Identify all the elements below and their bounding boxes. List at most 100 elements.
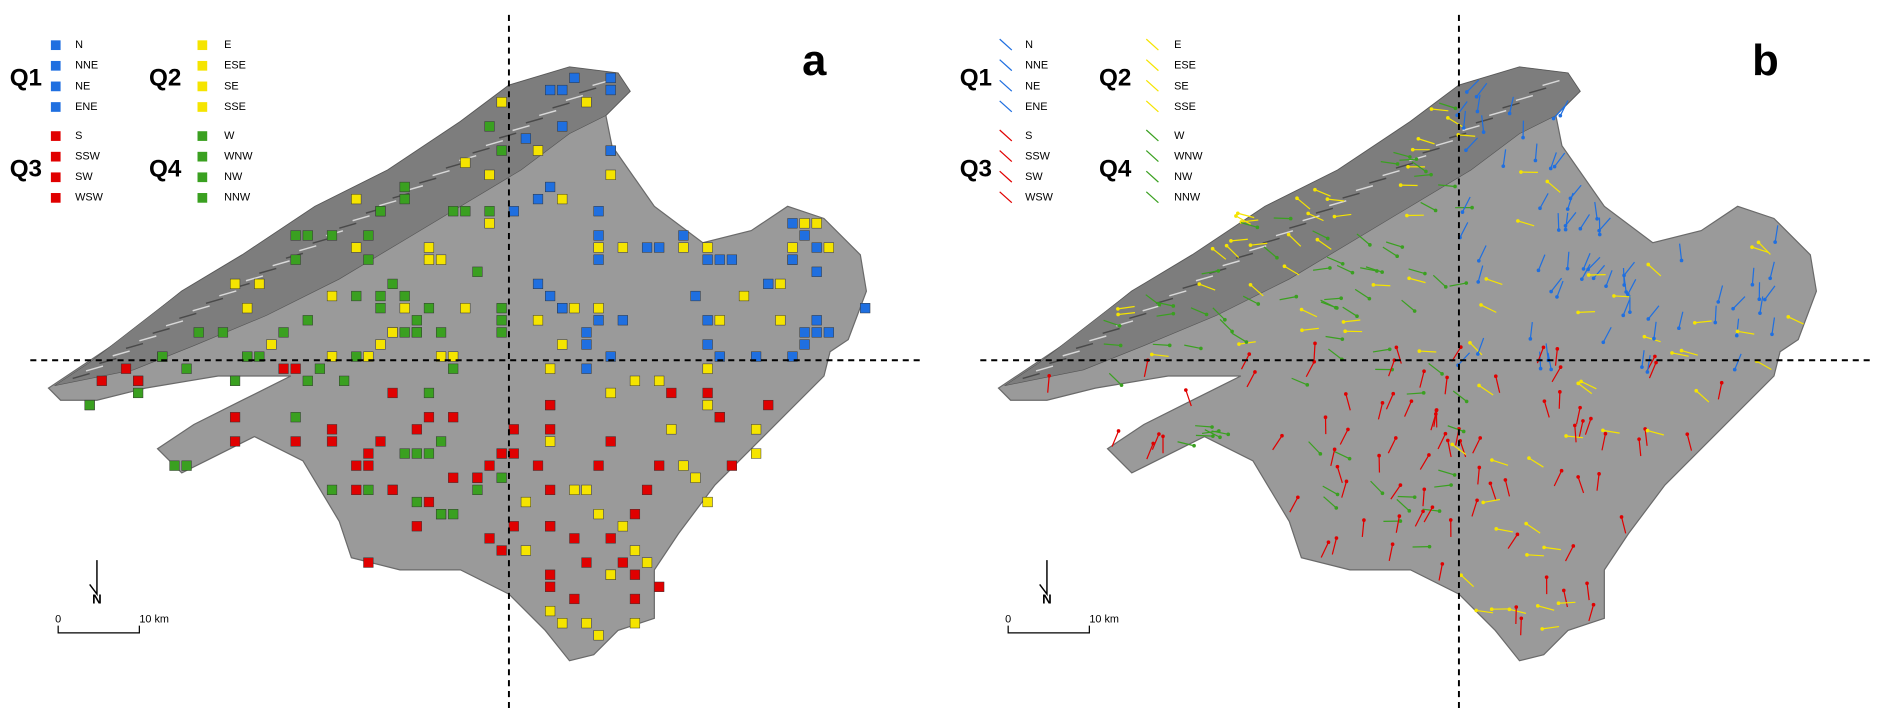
site-marker [399,193,410,205]
site-marker [435,351,447,362]
site-arrow-head [1677,326,1681,331]
site-arrow-head [1460,210,1465,214]
site-arrow-head [1544,575,1549,579]
site-marker [435,509,447,520]
site-marker [557,84,568,96]
site-arrow-head [1713,320,1718,325]
site-arrow [1341,481,1348,498]
legend-arrow [999,191,1013,204]
site-marker [496,97,507,108]
site-arrow [1151,433,1160,450]
site-arrow-head [1315,237,1320,242]
legend-marker [197,81,208,92]
site-arrow [1543,400,1550,418]
legend-group-label: Q3 [10,155,42,182]
site-marker [326,230,338,241]
site-marker [654,460,665,471]
site-arrow [1231,332,1247,343]
site-arrow [1414,174,1432,177]
site-arrow [1331,537,1338,555]
site-marker [229,375,241,386]
site-arrow-head [1443,431,1448,436]
site-arrow-head [1224,243,1229,248]
site-marker [593,254,604,265]
site-arrow-head [1468,340,1472,345]
legend-arrow [999,170,1013,183]
site-arrow [1477,265,1484,283]
site-arrow-head [1465,90,1469,94]
site-marker [532,278,544,289]
site-arrow-head [1340,337,1345,341]
legend-item-label: SSW [1025,151,1051,163]
site-marker [290,412,301,423]
north-label: N [1042,592,1052,607]
site-arrow-head [1597,472,1601,476]
site-arrow [1428,362,1443,375]
site-arrow-head [1763,297,1767,302]
site-arrow [1240,222,1258,228]
site-arrow-head [1237,342,1241,346]
site-marker [375,290,386,302]
site-arrow [1423,506,1433,523]
site-arrow-head [1619,515,1624,519]
site-arrow [1584,418,1592,435]
site-arrow [1613,295,1631,298]
site-arrow [1695,390,1710,403]
site-arrow [1563,590,1568,608]
panel-a: Q1 N NNE NE ENE Q2 E ESE SE SSE Q3 S SSW SW WSW Q4 W WNW N… [10,14,924,712]
site-marker [557,618,568,629]
site-arrow-head [1253,370,1257,374]
site-arrow-head [1603,431,1608,436]
relief-ridge [1369,177,1387,184]
site-marker [387,278,398,289]
site-marker [399,303,410,314]
site-arrow [1553,470,1563,487]
legend-arrow [1145,38,1159,51]
site-arrow-head [1538,366,1543,371]
site-arrow [1438,184,1456,188]
site-marker [375,206,386,217]
relief-ridge [445,162,464,169]
site-marker [351,193,362,205]
site-marker [496,303,507,314]
legend-item-label: ESE [1174,60,1196,72]
site-arrow-head [1417,349,1422,353]
site-marker [605,436,616,447]
site-arrow-head [1757,297,1762,302]
site-arrow-head [1642,334,1647,339]
site-arrow-head [1197,282,1202,286]
relief-ridge [1475,117,1494,124]
relief-ridge [1462,124,1480,132]
site-marker [302,375,313,386]
site-arrow [1598,217,1611,232]
legend-marker [197,172,208,183]
site-arrow-head [1429,107,1434,111]
site-arrow-head [1559,468,1564,473]
site-arrow-head [1654,360,1658,365]
site-arrow [1323,496,1337,509]
site-arrow-head [1117,323,1122,328]
site-arrow-head [1247,352,1252,356]
site-arrow [1586,583,1590,601]
site-arrow-head [1223,317,1227,322]
relief-ridge [339,222,357,229]
legend-marker [197,131,208,141]
site-arrow-head [1514,605,1519,609]
north-label: N [92,592,102,607]
site-marker [181,460,192,471]
site-marker [702,254,713,265]
site-arrow-head [1335,464,1340,469]
site-arrow-head [1716,300,1721,304]
site-arrow [1478,384,1494,396]
site-marker [472,266,483,277]
site-arrow [1301,327,1319,331]
site-arrow [1420,201,1436,211]
site-marker [351,460,362,471]
relief-ridge [1382,170,1400,177]
site-arrow-head [1448,518,1453,522]
site-arrow-head [1653,354,1657,359]
relief-ridge [152,327,170,335]
site-arrow-head [1367,296,1372,301]
site-arrow-head [1563,223,1568,228]
site-marker [181,363,192,374]
